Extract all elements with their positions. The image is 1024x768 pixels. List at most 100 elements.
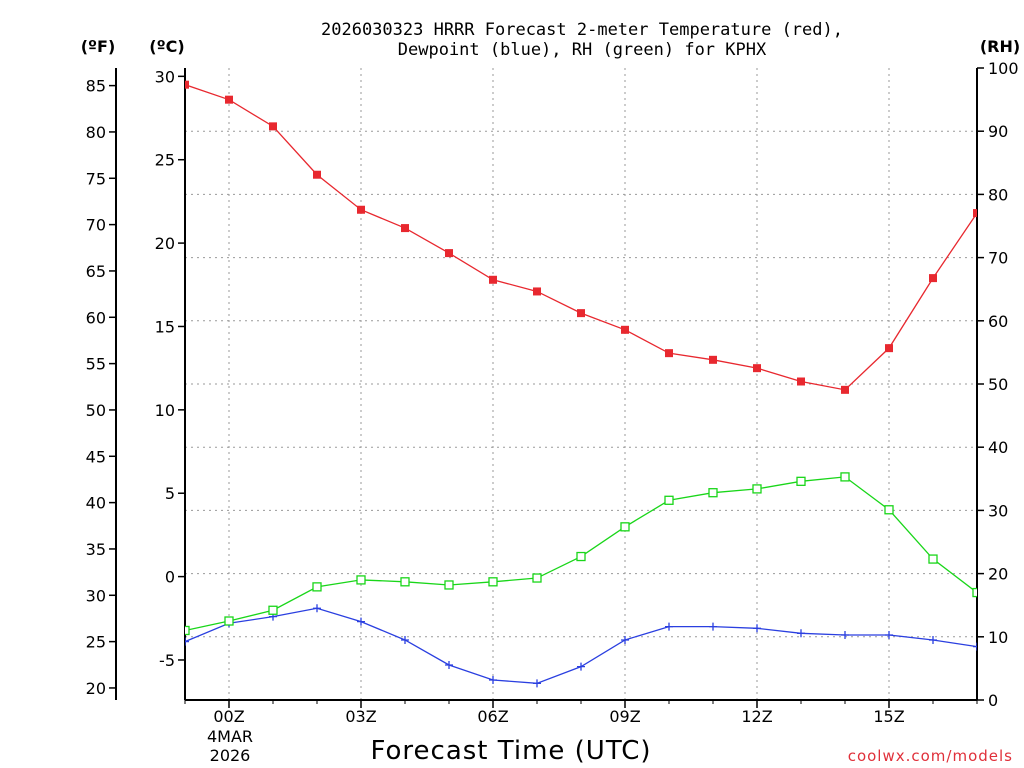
dewpoint-point [929, 635, 937, 644]
rh-tick-label: 70 [988, 249, 1008, 268]
celsius-unit-label: (ºC) [149, 37, 184, 56]
credit-label: coolwx.com/models [848, 747, 1013, 765]
2-meter-temperature-point [709, 355, 717, 364]
dewpoint-point [357, 617, 365, 626]
rh-point [752, 484, 762, 494]
x-tick-label: 12Z [741, 707, 772, 726]
celsius-tick-label: 25 [155, 151, 175, 170]
celsius-tick-label: 30 [155, 67, 175, 86]
rh-point [268, 605, 278, 615]
celsius-tick-label: 5 [165, 484, 175, 503]
rh-point [400, 577, 410, 587]
2-meter-temperature-point [929, 274, 937, 283]
x-tick-label: 06Z [477, 707, 508, 726]
fahrenheit-tick-label: 40 [86, 494, 106, 513]
dewpoint-point [621, 635, 629, 644]
2-meter-temperature-point [445, 249, 453, 258]
2-meter-temperature-point [621, 325, 629, 334]
dewpoint-point [445, 660, 453, 669]
dewpoint-point [797, 629, 805, 638]
rh-point [972, 587, 977, 598]
grid [185, 68, 977, 700]
rh-point [708, 488, 718, 498]
axes: 20 25 30 35 40 45 50 55 60 65 70 75 80 85 -5 0 5 10 15 20 25… [86, 59, 1019, 726]
fahrenheit-tick-label: 45 [86, 447, 106, 466]
x-tick-label: 00Z [213, 707, 244, 726]
rh-point [185, 625, 190, 636]
rh-tick-label: 90 [988, 122, 1008, 141]
rh-point [576, 551, 586, 562]
2-meter-temperature-point [313, 170, 321, 179]
rh-point [532, 573, 542, 583]
date-label-year: 2026 [210, 746, 251, 765]
fahrenheit-tick-label: 20 [86, 679, 106, 698]
rh-tick-label: 40 [988, 438, 1008, 457]
rh-tick-label: 100 [988, 59, 1019, 78]
celsius-tick-label: 10 [155, 401, 175, 420]
fahrenheit-tick-label: 70 [86, 216, 106, 235]
2-meter-temperature-point [225, 95, 233, 104]
rh-tick-label: 10 [988, 628, 1008, 647]
chart-title-line1: 2026030323 HRRR Forecast 2-meter Tempera… [321, 20, 843, 40]
x-axis-title: Forecast Time (UTC) [370, 736, 651, 766]
2-meter-temperature-point [269, 122, 277, 131]
dewpoint-point [577, 662, 585, 671]
celsius-tick-label: 0 [165, 568, 175, 587]
rh-point [620, 522, 630, 532]
rh-point [224, 616, 234, 626]
rh-point [884, 505, 894, 515]
dewpoint-line [185, 607, 977, 684]
2-meter-temperature-point [885, 344, 893, 353]
dewpoint-point [885, 630, 893, 639]
rh-tick-label: 0 [988, 691, 998, 710]
celsius-tick-label: 15 [155, 317, 175, 336]
fahrenheit-tick-label: 75 [86, 169, 106, 188]
2-meter-temperature-point [489, 275, 497, 284]
rh-tick-label: 60 [988, 312, 1008, 331]
celsius-tick-label: -5 [159, 651, 175, 670]
rh-point [796, 476, 806, 486]
rh-point [444, 580, 454, 590]
2-meter-temperature-point [401, 224, 409, 233]
2-meter-temperature-point [533, 287, 541, 296]
rh-point [664, 495, 674, 505]
rh-tick-label: 20 [988, 565, 1008, 584]
rh-point [928, 554, 938, 564]
x-tick-label: 09Z [609, 707, 640, 726]
dewpoint-point [753, 624, 761, 633]
dewpoint-point [489, 675, 497, 684]
dewpoint-point [401, 635, 409, 644]
rh-tick-label: 80 [988, 185, 1008, 204]
2-meter-temperature-point [973, 209, 977, 218]
dewpoint-point [185, 637, 189, 646]
x-tick-label: 03Z [345, 707, 376, 726]
dewpoint-point [533, 679, 541, 688]
rh-point [488, 577, 498, 587]
fahrenheit-tick-label: 50 [86, 401, 106, 420]
2-meter-temperature-point [577, 309, 585, 318]
fahrenheit-unit-label: (ºF) [81, 37, 116, 56]
rh-point [840, 472, 850, 482]
celsius-tick-label: 20 [155, 234, 175, 253]
series [185, 80, 977, 688]
date-label-month: 4MAR [207, 727, 253, 746]
rh-point [312, 582, 322, 592]
2-meter-temperature-point [797, 377, 805, 386]
rh-unit-label: (RH) [980, 37, 1020, 56]
fahrenheit-tick-label: 35 [86, 540, 106, 559]
chart-title-line2: Dewpoint (blue), RH (green) for KPHX [398, 40, 767, 60]
rh-tick-label: 30 [988, 501, 1008, 520]
dewpoint-point [709, 622, 717, 631]
2-meter-temperature-point [185, 80, 189, 89]
dewpoint-point [841, 630, 849, 639]
fahrenheit-tick-label: 25 [86, 633, 106, 652]
dewpoint-point [973, 642, 977, 651]
fahrenheit-tick-label: 80 [86, 123, 106, 142]
fahrenheit-tick-label: 65 [86, 262, 106, 281]
rh-point [356, 575, 366, 585]
fahrenheit-tick-label: 55 [86, 355, 106, 374]
x-tick-label: 15Z [873, 707, 904, 726]
series-clip-group [185, 80, 977, 688]
fahrenheit-tick-label: 85 [86, 77, 106, 96]
